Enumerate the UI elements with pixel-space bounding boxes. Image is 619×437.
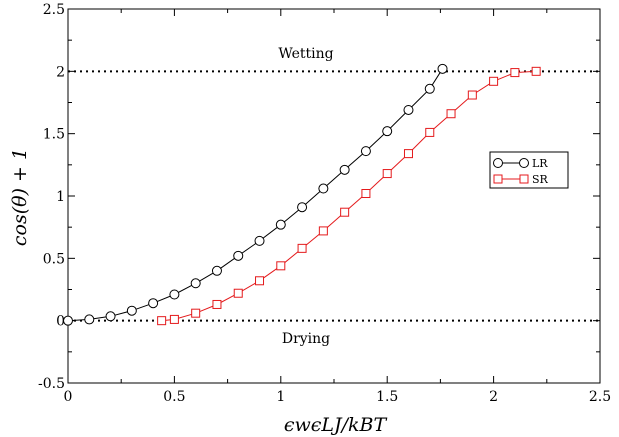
data-point-sr-0: [157, 316, 167, 326]
data-point-sr-13: [425, 127, 435, 137]
y-tick-label-2: 0.5: [43, 251, 65, 267]
data-point-lr-9: [254, 235, 265, 246]
legend-label-sr: SR: [532, 173, 549, 186]
data-point-lr-12: [318, 183, 329, 194]
drying-annotation: Drying: [282, 331, 330, 347]
y-axis-label: cos(θ) + 1: [9, 148, 31, 246]
data-point-lr-17: [424, 83, 435, 94]
y-tick-label-5: 2: [56, 64, 65, 80]
data-point-lr-4: [148, 298, 159, 309]
data-point-sr-12: [403, 149, 413, 159]
data-point-sr-11: [382, 169, 392, 179]
data-point-lr-10: [275, 219, 286, 230]
y-tick-label-4: 1.5: [43, 127, 65, 143]
data-point-sr-2: [191, 308, 201, 318]
plot-layer: 0 0.5 1 1.5 2 2.5-0.500.511.522.5: [38, 2, 611, 405]
y-tick-label-3: 1: [56, 189, 65, 205]
data-point-sr-3: [212, 299, 222, 309]
x-tick-label-3: 1.5: [376, 389, 398, 405]
data-point-lr-2: [105, 311, 116, 322]
data-point-lr-1: [84, 314, 95, 325]
data-point-lr-15: [382, 126, 393, 137]
data-point-lr-5: [169, 289, 180, 300]
data-point-sr-15: [467, 90, 477, 100]
legend-marker-sr-2: [519, 174, 529, 184]
x-tick-label-1: 0.5: [163, 389, 185, 405]
x-axis-label: ϵwϵLJ/kBT: [284, 414, 388, 436]
data-point-sr-9: [340, 207, 350, 217]
data-point-lr-14: [360, 146, 371, 157]
legend-marker-lr-2: [519, 158, 529, 168]
legend-marker-sr-1: [493, 174, 503, 184]
series-line-sr: [161, 70, 537, 322]
data-point-lr-8: [233, 250, 244, 261]
data-point-lr-18: [437, 63, 448, 74]
data-point-lr-0: [63, 315, 73, 326]
data-point-lr-16: [403, 104, 414, 115]
data-point-lr-11: [297, 202, 308, 213]
wetting-annotation: Wetting: [278, 46, 333, 62]
data-point-sr-14: [446, 109, 456, 119]
data-point-lr-6: [190, 278, 201, 289]
data-point-lr-3: [126, 305, 137, 316]
data-point-sr-16: [489, 76, 499, 86]
y-tick-label-1: 0: [56, 314, 65, 330]
legend-box: [489, 151, 569, 189]
data-point-lr-13: [339, 164, 350, 175]
x-tick-label-4: 2: [489, 389, 498, 405]
data-point-sr-4: [233, 288, 243, 298]
y-tick-label-6: 2.5: [43, 2, 65, 18]
data-point-sr-17: [510, 68, 520, 78]
x-tick-label-2: 1: [276, 389, 285, 405]
plot-frame: [67, 8, 601, 384]
legend: LR SR: [489, 151, 569, 189]
data-point-sr-8: [318, 226, 328, 236]
y-tick-label-0: -0.5: [38, 376, 65, 392]
legend-label-lr: LR: [532, 157, 548, 170]
data-point-sr-5: [255, 276, 265, 286]
legend-marker-lr-1: [493, 158, 503, 168]
data-point-sr-10: [361, 189, 371, 199]
x-tick-label-5: 2.5: [589, 389, 611, 405]
data-point-sr-1: [169, 314, 179, 324]
data-point-sr-7: [297, 243, 307, 253]
data-point-sr-18: [531, 66, 541, 76]
data-point-sr-6: [276, 261, 286, 271]
data-point-lr-7: [211, 265, 222, 276]
x-tick-label-0: 0: [64, 389, 73, 405]
